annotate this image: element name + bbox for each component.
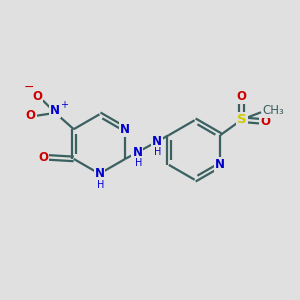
Text: O: O xyxy=(32,90,43,103)
Text: N: N xyxy=(152,135,162,148)
Text: O: O xyxy=(38,151,48,164)
Text: CH₃: CH₃ xyxy=(263,104,284,117)
Text: N: N xyxy=(50,104,60,117)
Text: H: H xyxy=(135,158,142,168)
Text: O: O xyxy=(260,115,270,128)
Text: H: H xyxy=(97,180,105,190)
Text: N: N xyxy=(215,158,225,171)
Text: +: + xyxy=(60,100,68,110)
Text: N: N xyxy=(132,146,142,159)
Text: O: O xyxy=(237,90,247,103)
Text: H: H xyxy=(154,147,162,157)
Text: N: N xyxy=(120,123,130,136)
Text: O: O xyxy=(26,109,36,122)
Text: S: S xyxy=(237,113,247,126)
Text: N: N xyxy=(94,167,104,180)
Text: −: − xyxy=(24,81,35,94)
